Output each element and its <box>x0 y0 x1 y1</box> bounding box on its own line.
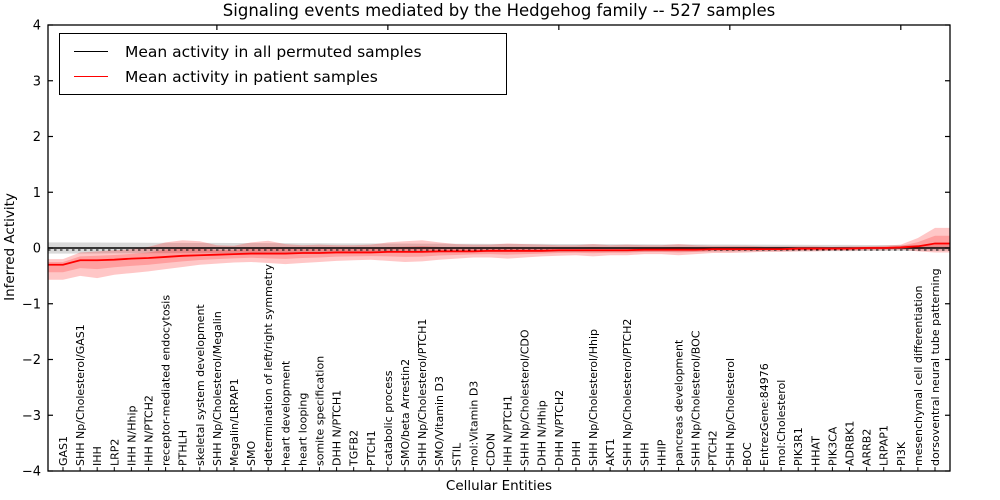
x-tick-label: EntrezGene:84976 <box>758 363 771 466</box>
legend-label-patient: Mean activity in patient samples <box>125 67 378 86</box>
x-tick-label: SHH Np/Cholesterol/Hhip <box>587 329 600 466</box>
x-tick-label: Megalin/LRPAP1 <box>228 378 241 466</box>
x-tick-label: somite specification <box>313 356 326 466</box>
x-tick-label: pancreas development <box>673 339 686 466</box>
y-tick-label: 1 <box>33 186 41 201</box>
x-tick-label: CDON <box>484 433 497 466</box>
x-tick-label: IHH <box>91 446 104 466</box>
legend-box: Mean activity in all permuted samples Me… <box>59 33 507 95</box>
x-tick-label: SHH Np/Cholesterol/BOC <box>690 330 703 466</box>
x-tick-label: AKT1 <box>604 438 617 466</box>
x-tick-label: SHH Np/Cholesterol/CDO <box>519 329 532 466</box>
x-tick-label: SHH Np/Cholesterol <box>724 358 737 466</box>
x-tick-label: receptor-mediated endocytosis <box>160 295 173 466</box>
x-tick-label: ADRBK1 <box>844 421 857 466</box>
y-axis-label: Inferred Activity <box>2 193 18 301</box>
x-tick-label: SHH Np/Cholesterol/PTCH1 <box>416 319 429 466</box>
x-tick-label: LRPAP1 <box>878 425 891 466</box>
patient-std-band-inner <box>48 235 950 273</box>
x-tick-label: IHH N/Hhip <box>125 405 138 466</box>
x-tick-label: heart development <box>279 360 292 466</box>
x-tick-label: HHIP <box>655 439 668 466</box>
x-tick-label: PTCH1 <box>365 430 378 466</box>
x-tick-label: SMO/Vitamin D3 <box>433 376 446 466</box>
x-tick-label: LRP2 <box>108 439 121 466</box>
x-tick-label: determination of left/right symmetry <box>262 264 275 466</box>
patient-std-band-outer <box>48 227 950 280</box>
x-tick-label: STIL <box>450 442 463 466</box>
x-axis-label: Cellular Entities <box>445 478 553 494</box>
x-tick-label: PTCH2 <box>707 430 720 466</box>
legend-label-permuted: Mean activity in all permuted samples <box>125 42 422 61</box>
x-tick-label: SHH Np/Cholesterol/GAS1 <box>74 324 87 466</box>
x-tick-label: TGFB2 <box>348 430 361 467</box>
x-tick-label: catabolic process <box>382 370 395 466</box>
y-tick-label: −1 <box>22 297 41 312</box>
x-tick-label: ARRB2 <box>861 429 874 466</box>
x-tick-label: PTHLH <box>177 430 190 466</box>
x-tick-label: DHH N/Hhip <box>536 400 549 466</box>
x-tick-label: IHH N/PTCH2 <box>142 395 155 466</box>
x-tick-label: PIK3CA <box>826 426 839 466</box>
patient-line-swatch <box>74 76 108 77</box>
y-tick-label: −2 <box>22 353 41 368</box>
y-tick-label: 0 <box>33 242 41 257</box>
x-tick-label: PIK3R1 <box>792 427 805 466</box>
y-tick-label: 3 <box>33 74 41 89</box>
x-tick-label: heart looping <box>296 393 309 466</box>
x-tick-label: SHH Np/Cholesterol/Megalin <box>211 311 224 466</box>
x-tick-label: dorsoventral neural tube patterning <box>929 268 942 466</box>
permuted-line-swatch <box>74 51 108 52</box>
x-tick-label: SMO/beta Arrestin2 <box>399 359 412 466</box>
x-tick-label: BOC <box>741 442 754 466</box>
y-tick-label: −4 <box>22 465 41 480</box>
x-tick-label: mesenchymal cell differentiation <box>912 285 925 466</box>
chart-title: Signaling events mediated by the Hedgeho… <box>222 1 776 20</box>
x-tick-label: DHH <box>570 441 583 466</box>
x-tick-label: HHAT <box>809 436 822 466</box>
x-tick-label: skeletal system development <box>194 304 207 466</box>
y-tick-label: 2 <box>33 130 41 145</box>
x-tick-label: mol:Cholesterol <box>775 380 788 466</box>
y-tick-label: −3 <box>22 409 41 424</box>
x-tick-label: PI3K <box>895 441 908 466</box>
x-tick-label: SHH Np/Cholesterol/PTCH2 <box>621 319 634 466</box>
x-tick-label: DHH N/PTCH1 <box>331 390 344 466</box>
x-tick-label: mol:Vitamin D3 <box>467 381 480 466</box>
patient-mean-line <box>48 242 950 266</box>
x-tick-label: GAS1 <box>57 436 70 466</box>
y-tick-label: 4 <box>33 19 41 34</box>
x-tick-label: IHH N/PTCH1 <box>502 395 515 466</box>
x-tick-label: DHH N/PTCH2 <box>553 390 566 466</box>
x-tick-label: SMO <box>245 441 258 466</box>
x-tick-label: SHH <box>638 442 651 466</box>
legend-item-permuted: Mean activity in all permuted samples <box>60 43 506 61</box>
legend-item-patient: Mean activity in patient samples <box>60 68 506 86</box>
